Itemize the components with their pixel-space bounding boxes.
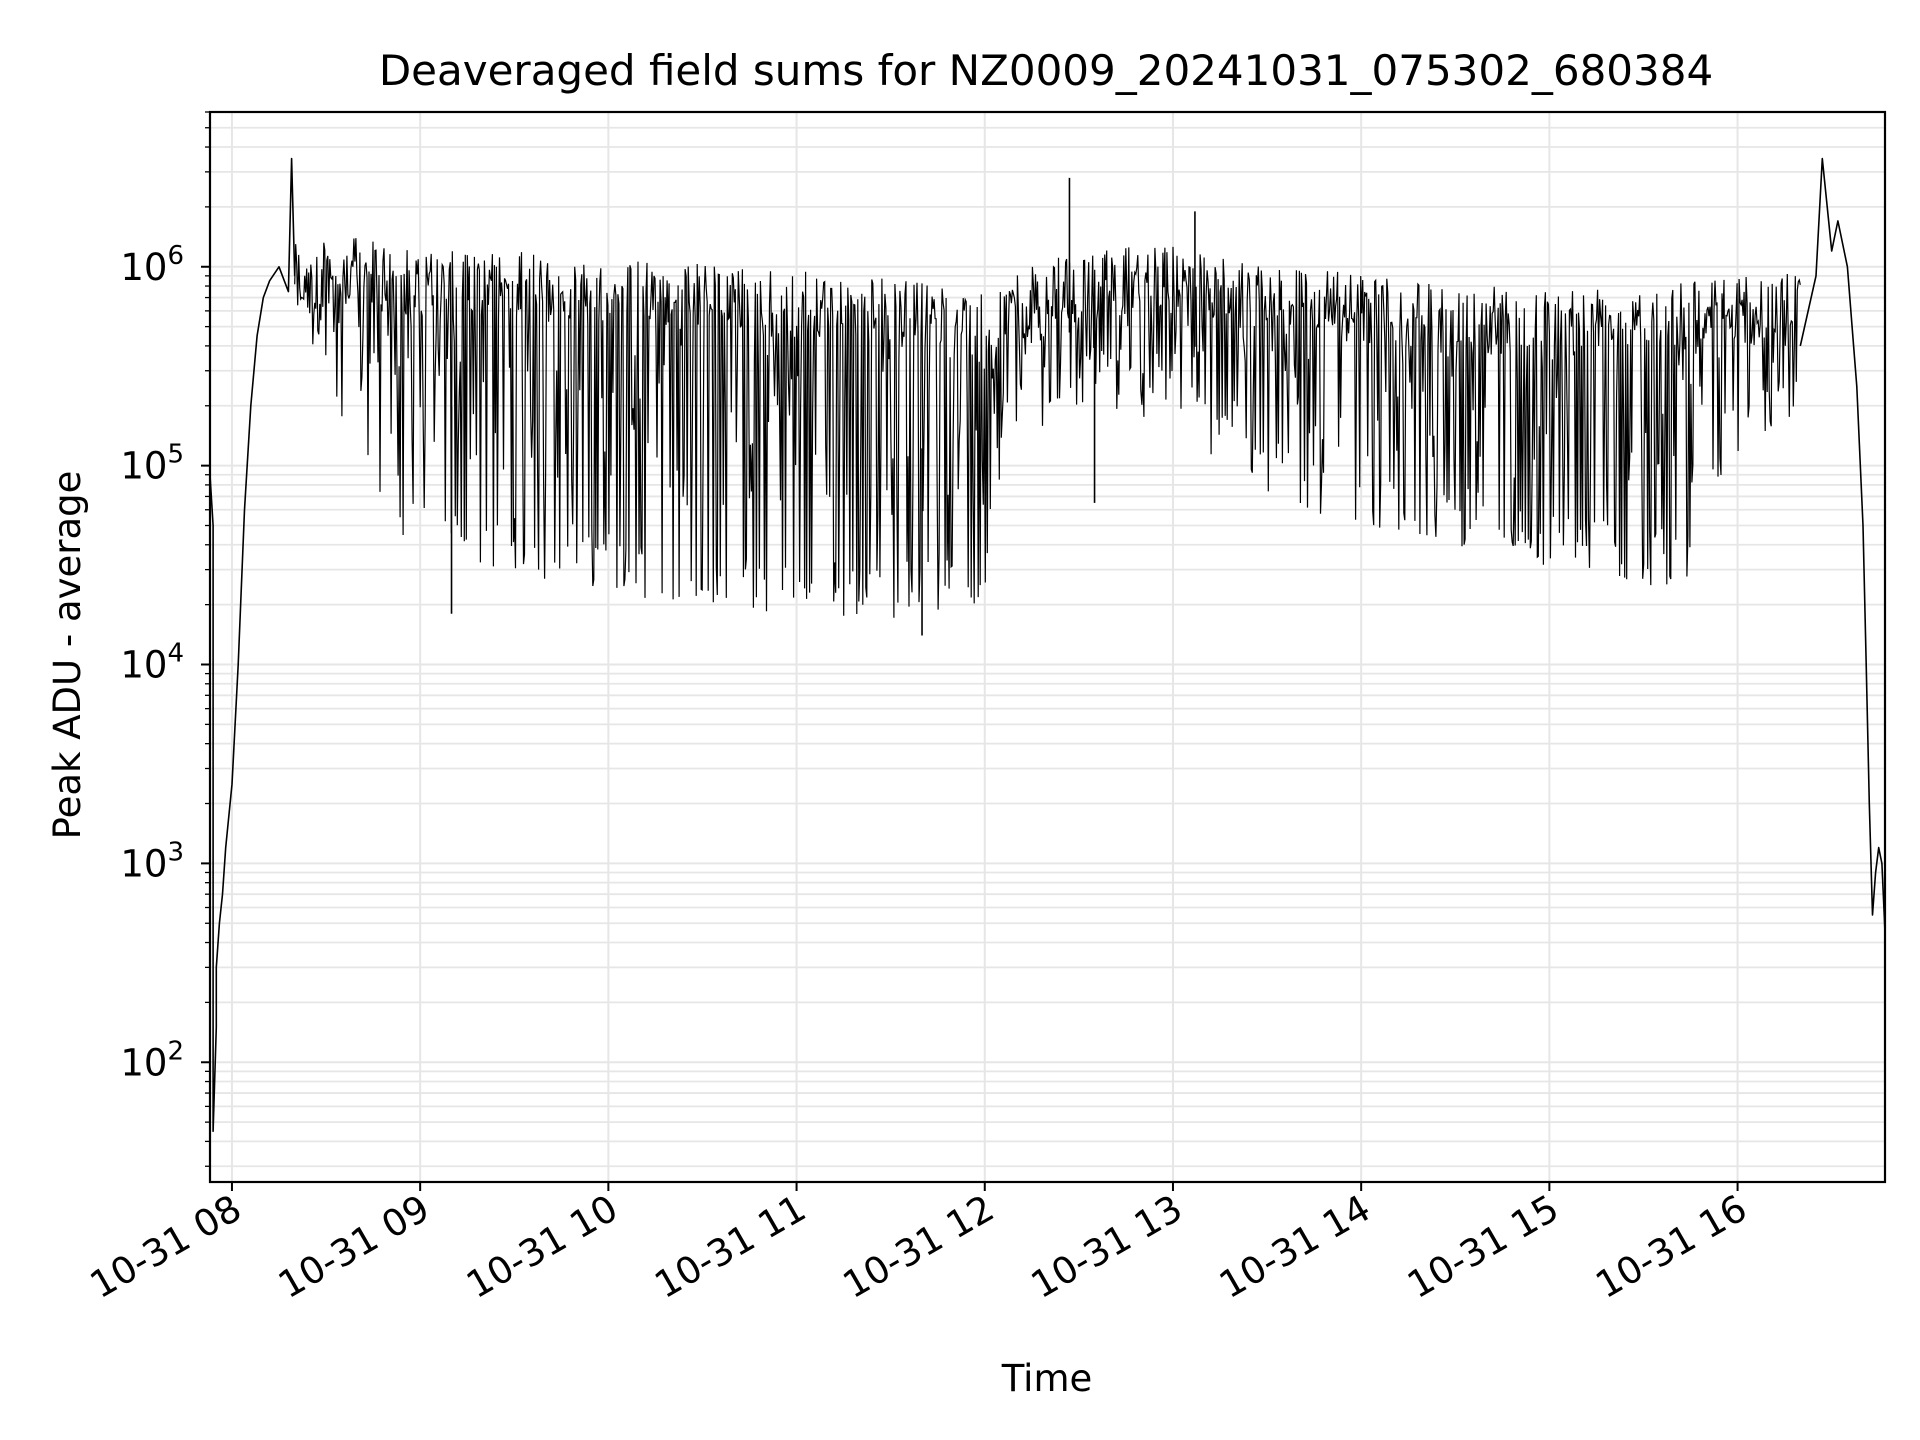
y-tick-label: 104 [120, 639, 184, 687]
series-line [209, 157, 296, 1132]
y-tick-label: 106 [120, 241, 184, 289]
y-axis-label: Peak ADU - average [46, 471, 89, 840]
chart-title: Deaveraged field sums for NZ0009_2024103… [379, 46, 1713, 95]
data-line [209, 157, 1886, 1132]
series-line [1799, 157, 1886, 933]
plot-frame [208, 110, 1887, 1184]
y-tick-label: 105 [120, 440, 184, 488]
series-noise-line [294, 238, 1801, 618]
y-axis: 102 103 104 105 106 [120, 111, 210, 1167]
y-tick-label: 102 [120, 1036, 184, 1084]
x-axis-label: Time [1001, 1357, 1093, 1400]
y-tick-label: 103 [120, 837, 184, 885]
